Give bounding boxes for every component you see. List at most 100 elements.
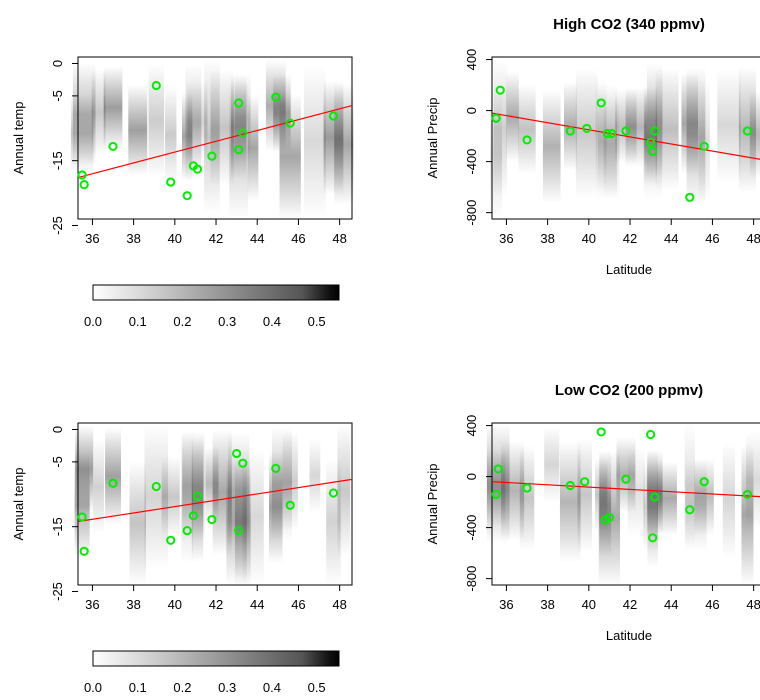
density-column (655, 68, 679, 191)
data-point (328, 111, 339, 121)
data-point (699, 141, 709, 151)
y-tick-label: -5 (50, 456, 65, 468)
density-column (544, 426, 560, 503)
data-point (151, 80, 161, 91)
density-column (273, 73, 291, 153)
data-point (234, 525, 244, 536)
colorbar-tick-label: 0.5 (308, 314, 326, 329)
colorbar-tick-label: 0.0 (84, 680, 102, 695)
data-point (491, 489, 501, 500)
data-point (238, 458, 248, 468)
data-point (699, 477, 709, 487)
density-column (717, 69, 741, 183)
density-column (657, 461, 677, 535)
data-point (602, 128, 612, 139)
x-tick-label: 48 (332, 597, 346, 612)
x-tick-label: 44 (250, 231, 264, 246)
data-point (79, 180, 89, 190)
y-tick-label: -400 (464, 515, 479, 541)
y-tick-label: 0 (50, 60, 65, 67)
density-column (303, 65, 326, 218)
x-tick-label: 44 (664, 231, 678, 246)
density-column (686, 67, 706, 205)
plot-frame (77, 422, 353, 586)
data-point (234, 98, 244, 108)
y-axis-label: Annual Precip (425, 98, 440, 179)
data-point (742, 489, 753, 500)
regression-line (77, 478, 353, 523)
y-tick-label: -400 (464, 149, 479, 175)
density-column (559, 441, 581, 563)
x-tick-label: 44 (664, 597, 678, 612)
x-tick-label: 42 (209, 231, 223, 246)
x-tick-label: 40 (168, 597, 182, 612)
data-point (285, 118, 295, 128)
data-point (685, 505, 695, 515)
x-tick-label: 40 (168, 231, 182, 246)
density-column (105, 427, 121, 526)
density-column (129, 461, 146, 585)
density-column (91, 69, 106, 156)
y-axis-label: Annual temp (11, 102, 26, 175)
density-column (334, 83, 354, 206)
x-tick-label: 38 (126, 597, 140, 612)
data-point (271, 92, 281, 102)
x-tick-label: 48 (332, 231, 346, 246)
colorbar-gradient (92, 284, 340, 301)
density-column (271, 426, 293, 541)
chart-panel-2: 36 38 40 42 44 46 48 400 0 -400 -800 Annual Precip L… (425, 16, 760, 277)
x-tick-label: 46 (291, 231, 305, 246)
density-column (247, 95, 259, 201)
x-tick-label: 46 (705, 231, 719, 246)
colorbar-tick-label: 0.4 (263, 314, 281, 329)
density-column (75, 425, 94, 513)
data-point (182, 525, 192, 536)
data-point (646, 137, 656, 148)
data-point (188, 511, 198, 521)
data-point (271, 463, 281, 473)
y-tick-label: -5 (50, 90, 65, 102)
y-tick-label: 400 (464, 49, 479, 71)
x-tick-label: 38 (540, 231, 554, 246)
data-point (77, 170, 87, 180)
density-column (187, 81, 208, 162)
colorbar-tick-label: 0.3 (218, 314, 236, 329)
plot-frame (491, 56, 760, 220)
colorbar-2: 0.0 0.1 0.2 0.3 0.4 0.5 (84, 650, 340, 695)
data-point (207, 151, 217, 161)
y-axis-label: Annual temp (11, 468, 26, 541)
chart-panel-4: 36 38 40 42 44 46 48 400 0 -400 -800 Annual Precip L… (425, 382, 760, 643)
density-column (164, 86, 177, 184)
density-background (490, 61, 760, 219)
density-column (309, 438, 321, 513)
colorbar-tick-label: 0.3 (218, 680, 236, 695)
data-point (565, 480, 575, 491)
data-point (650, 492, 660, 502)
data-point (580, 477, 590, 487)
density-column (242, 448, 264, 585)
density-column (501, 441, 525, 541)
colorbar-tick-label: 0.0 (84, 314, 102, 329)
data-point (493, 464, 503, 474)
data-point (166, 177, 176, 187)
data-point (606, 128, 617, 139)
x-tick-label: 36 (85, 597, 99, 612)
y-axis-label: Annual Precip (425, 464, 440, 545)
data-point (621, 126, 631, 136)
data-point (108, 478, 118, 488)
data-point (522, 135, 532, 145)
data-point (491, 113, 501, 123)
y-tick-label: -800 (464, 566, 479, 592)
x-tick-label: 42 (209, 597, 223, 612)
colorbar-tick-label: 0.4 (263, 680, 281, 695)
y-tick-label: -25 (50, 582, 65, 601)
data-point (685, 192, 695, 202)
x-tick-label: 42 (623, 597, 637, 612)
x-tick-label: 40 (582, 597, 596, 612)
density-column (337, 423, 351, 557)
density-column (518, 84, 536, 175)
density-column (542, 90, 561, 203)
x-tick-label: 36 (85, 231, 99, 246)
colorbar-tick-label: 0.1 (129, 680, 147, 695)
